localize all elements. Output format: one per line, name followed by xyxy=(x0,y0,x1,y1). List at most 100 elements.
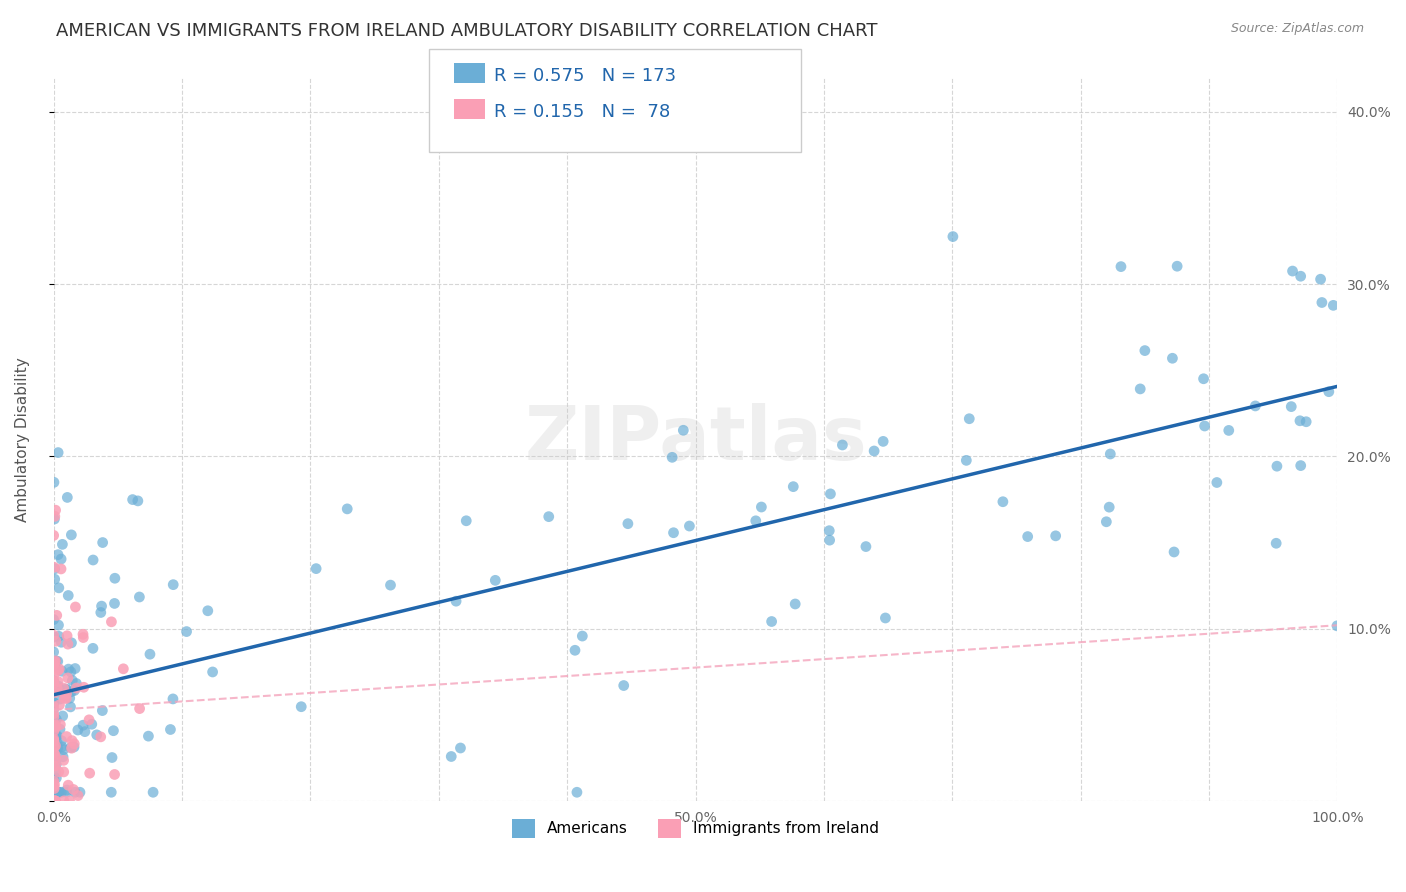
Point xyxy=(48,785,70,799)
Point xyxy=(44,512,66,526)
Point xyxy=(1289,414,1312,428)
Point xyxy=(46,664,69,678)
Point xyxy=(48,629,70,643)
Point xyxy=(45,785,67,799)
Point xyxy=(51,785,73,799)
Point xyxy=(42,734,65,748)
Point xyxy=(52,681,75,695)
Point xyxy=(49,692,72,706)
Point xyxy=(49,717,72,731)
Point xyxy=(197,604,219,618)
Point xyxy=(45,730,67,744)
Point xyxy=(55,687,77,701)
Point xyxy=(45,751,67,765)
Point xyxy=(91,535,114,549)
Point xyxy=(72,718,94,732)
Point xyxy=(58,794,80,808)
Point xyxy=(128,701,150,715)
Point xyxy=(42,702,65,716)
Point xyxy=(661,450,683,465)
Point xyxy=(138,729,160,743)
Point xyxy=(45,503,67,517)
Point xyxy=(112,662,135,676)
Point xyxy=(103,767,125,781)
Point xyxy=(63,661,86,675)
Point xyxy=(1095,515,1118,529)
Point xyxy=(1279,400,1302,414)
Point xyxy=(1017,530,1039,544)
Point xyxy=(77,713,100,727)
Point xyxy=(45,771,67,785)
Point xyxy=(1161,351,1184,366)
Point xyxy=(1244,399,1267,413)
Point xyxy=(42,560,65,574)
Point xyxy=(380,578,402,592)
Point xyxy=(48,662,70,676)
Point xyxy=(82,641,104,656)
Point xyxy=(49,722,72,736)
Point xyxy=(101,750,124,764)
Point xyxy=(872,434,894,449)
Point xyxy=(52,764,75,779)
Point xyxy=(52,742,75,756)
Point xyxy=(65,599,87,614)
Text: R = 0.155   N =  78: R = 0.155 N = 78 xyxy=(494,103,669,120)
Point xyxy=(104,571,127,585)
Point xyxy=(48,581,70,595)
Point xyxy=(52,794,75,808)
Point xyxy=(59,699,82,714)
Point xyxy=(44,572,66,586)
Point xyxy=(65,681,87,695)
Point xyxy=(51,733,73,747)
Point xyxy=(142,785,165,799)
Point xyxy=(42,710,65,724)
Point xyxy=(56,783,79,797)
Point xyxy=(44,739,66,753)
Point xyxy=(127,494,149,508)
Point xyxy=(617,516,640,531)
Point xyxy=(42,716,65,731)
Point xyxy=(48,682,70,697)
Legend: Americans, Immigrants from Ireland: Americans, Immigrants from Ireland xyxy=(506,813,886,844)
Point xyxy=(55,730,77,744)
Point xyxy=(751,500,773,514)
Point xyxy=(45,634,67,648)
Point xyxy=(90,730,112,744)
Point xyxy=(103,723,125,738)
Point xyxy=(60,528,83,542)
Point xyxy=(46,445,69,459)
Point xyxy=(59,740,82,755)
Point xyxy=(42,677,65,691)
Point xyxy=(785,597,807,611)
Point xyxy=(305,561,328,575)
Point xyxy=(440,749,463,764)
Point xyxy=(484,574,506,588)
Point xyxy=(44,740,66,755)
Point xyxy=(44,777,66,791)
Point xyxy=(1281,264,1303,278)
Point xyxy=(42,759,65,773)
Point xyxy=(42,628,65,642)
Point xyxy=(1098,500,1121,515)
Point xyxy=(1326,619,1348,633)
Point xyxy=(1265,536,1288,550)
Point xyxy=(1322,298,1344,312)
Point xyxy=(162,577,184,591)
Point xyxy=(42,657,65,672)
Point xyxy=(46,785,69,799)
Point xyxy=(44,783,66,797)
Point xyxy=(44,794,66,808)
Point xyxy=(42,718,65,732)
Point xyxy=(58,662,80,676)
Point xyxy=(63,785,86,799)
Point xyxy=(42,673,65,688)
Point xyxy=(66,723,89,737)
Point xyxy=(86,728,108,742)
Point xyxy=(55,682,77,697)
Point xyxy=(45,785,67,799)
Point xyxy=(565,785,588,799)
Point xyxy=(60,733,83,747)
Point xyxy=(42,733,65,747)
Point xyxy=(1109,260,1132,274)
Point xyxy=(456,514,478,528)
